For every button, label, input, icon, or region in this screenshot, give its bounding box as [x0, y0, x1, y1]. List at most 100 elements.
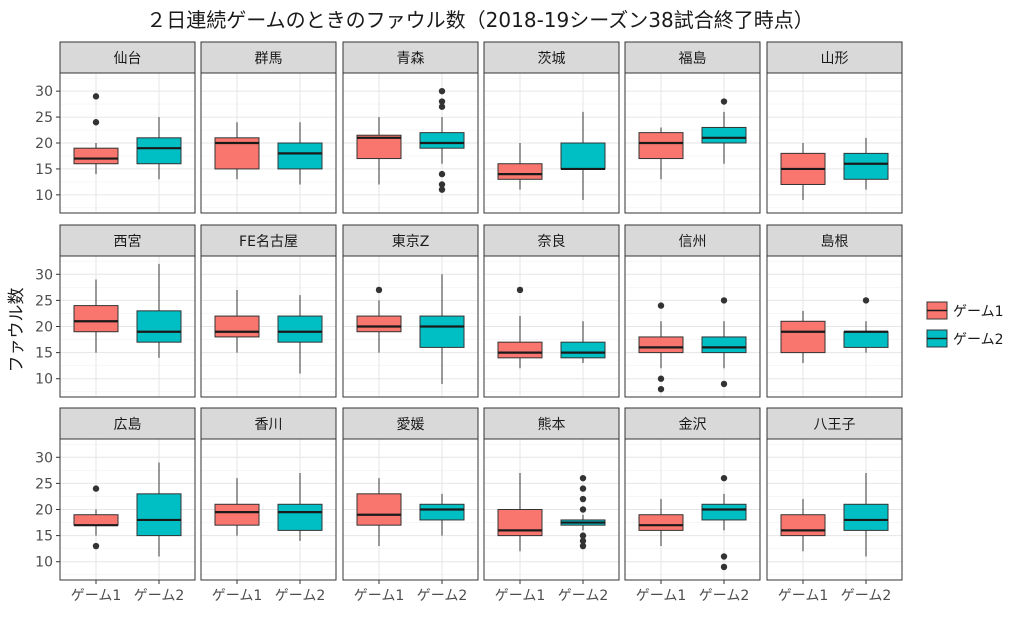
x-tick-label: ゲーム1: [354, 588, 405, 604]
facet-panel: 信州: [624, 224, 761, 398]
box-2: [843, 472, 889, 557]
box-iqr: [638, 514, 684, 531]
panel-border: [624, 72, 761, 214]
facet-panel: 島根: [766, 224, 903, 398]
y-tick-label: 25: [35, 476, 53, 492]
box-iqr: [843, 331, 889, 348]
box-2: [560, 474, 606, 550]
facet-strip: [59, 224, 196, 257]
facet-label: 福島: [679, 51, 707, 67]
facet-panel: 群馬: [200, 41, 337, 214]
box-2: [277, 122, 323, 185]
panel-border: [483, 438, 620, 581]
outlier-point: [92, 542, 100, 550]
facet-strip: [342, 407, 479, 440]
outlier-point: [579, 542, 587, 550]
facet-panel: 奈良: [483, 224, 620, 398]
facet-label: 広島: [114, 417, 142, 433]
facet-label: 熊本: [538, 417, 566, 433]
facet-panel: 福島: [624, 41, 761, 214]
facet-strip: [59, 41, 196, 74]
box-2: [419, 493, 465, 536]
facet-label: 群馬: [255, 51, 283, 67]
box-iqr: [780, 320, 826, 354]
x-tick-label: ゲーム2: [417, 588, 468, 604]
y-tick-label: 10: [35, 555, 53, 571]
facet-label: 西宮: [114, 234, 142, 250]
panel-border: [766, 438, 903, 581]
box-1: [497, 143, 543, 190]
outlier-point: [720, 474, 728, 482]
facet-label: 島根: [821, 234, 849, 250]
y-tick-label: 20: [35, 503, 53, 519]
legend-label: ゲーム2: [953, 332, 1004, 348]
facet-label: 東京Z: [392, 234, 430, 250]
legend: ゲーム1 ゲーム2: [926, 301, 1004, 348]
panel-border: [766, 72, 903, 214]
box-iqr: [701, 126, 747, 144]
y-tick-label: 30: [35, 267, 53, 283]
facet-label: 奈良: [538, 234, 566, 250]
box-1: [497, 286, 543, 369]
facet-panel: 青森: [342, 41, 479, 214]
outlier-point: [92, 485, 100, 492]
facet-label: 愛媛: [397, 417, 425, 433]
outlier-point: [720, 553, 728, 560]
panel-border: [342, 255, 479, 398]
box-1: [638, 302, 684, 393]
x-tick-label: ゲーム2: [699, 588, 750, 604]
box-iqr: [497, 163, 543, 180]
box-1: [780, 310, 826, 364]
outlier-point: [438, 103, 446, 110]
y-tick-label: 30: [35, 84, 53, 100]
box-1: [497, 472, 543, 552]
panel-border: [200, 255, 337, 398]
outlier-point: [657, 302, 665, 309]
facet-strip: [483, 41, 620, 74]
outlier-point: [657, 385, 665, 393]
box-1: [214, 478, 260, 536]
box-2: [136, 462, 182, 557]
y-axis-title: ファウル数: [7, 288, 27, 373]
outlier-point: [375, 286, 383, 294]
panel-border: [483, 255, 620, 398]
panel-border: [342, 438, 479, 581]
box-iqr: [701, 336, 747, 354]
x-tick-label: ゲーム2: [841, 588, 892, 604]
box-2: [843, 137, 889, 190]
outlier-point: [720, 297, 728, 304]
facet-label: 八王子: [814, 417, 856, 433]
outlier-point: [579, 495, 587, 503]
panel-border: [200, 72, 337, 214]
box-1: [638, 499, 684, 547]
facet-label: 青森: [397, 51, 425, 67]
outlier-point: [438, 181, 446, 188]
box-1: [356, 286, 402, 353]
box-iqr: [136, 493, 182, 537]
outlier-point: [579, 506, 587, 513]
outlier-point: [720, 380, 728, 388]
box-1: [780, 143, 826, 201]
box-iqr: [638, 132, 684, 160]
facet-label: FE名古屋: [239, 234, 298, 250]
x-tick-label: ゲーム1: [71, 588, 122, 604]
facet-panel: 広島 10 15 20 25 30 ゲーム1 ゲーム2: [35, 407, 196, 604]
box-1: [638, 127, 684, 180]
box-iqr: [356, 134, 402, 160]
box-iqr: [277, 315, 323, 343]
facet-strip: [766, 407, 903, 440]
box-iqr: [780, 514, 826, 537]
box-iqr: [701, 503, 747, 521]
box-1: [780, 499, 826, 552]
facet-strip: [624, 41, 761, 74]
box-iqr: [73, 514, 119, 526]
x-tick-label: ゲーム2: [275, 588, 326, 604]
facet-panel: 山形: [766, 41, 903, 214]
